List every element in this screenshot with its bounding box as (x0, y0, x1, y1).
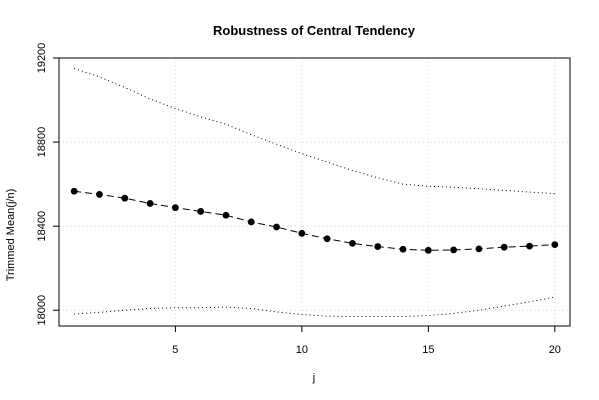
data-point (450, 246, 458, 254)
data-point (96, 191, 103, 198)
x-tick-label: 15 (422, 344, 434, 356)
x-tick-label: 5 (172, 344, 178, 356)
data-point (475, 245, 483, 253)
data-point (323, 235, 331, 243)
y-tick-label: 18400 (36, 211, 48, 242)
data-point (374, 243, 382, 250)
y-axis: 18000 18400 18800 19200 (36, 43, 59, 326)
data-point (399, 245, 407, 253)
x-axis: 5 10 15 20 (172, 326, 561, 356)
series-layer (70, 68, 559, 318)
data-point (551, 241, 559, 249)
data-point (273, 223, 280, 231)
grid-lines (59, 57, 570, 326)
data-point (424, 246, 432, 254)
data-point (146, 200, 154, 207)
x-tick-label: 10 (296, 344, 308, 356)
data-point (197, 208, 205, 215)
y-axis-label: Trimmed Mean(j/n) (5, 189, 17, 282)
series-line-2 (74, 68, 555, 195)
data-point (247, 218, 255, 226)
y-tick-label: 18800 (36, 127, 48, 158)
data-point (526, 242, 533, 250)
x-axis-label: j (312, 372, 315, 384)
y-tick-label: 19200 (36, 43, 48, 74)
data-point (298, 229, 306, 237)
data-point (121, 194, 129, 202)
data-point (500, 243, 508, 251)
data-point (70, 187, 78, 195)
data-point (171, 204, 179, 212)
plot-frame (58, 57, 571, 327)
data-point (222, 211, 230, 219)
y-tick-label: 18000 (36, 295, 48, 326)
chart-title: Robustness of Central Tendency (213, 23, 416, 38)
data-point (349, 239, 356, 247)
series-line-3 (74, 296, 555, 318)
series-line-1 (74, 190, 555, 251)
x-tick-label: 20 (549, 344, 561, 356)
